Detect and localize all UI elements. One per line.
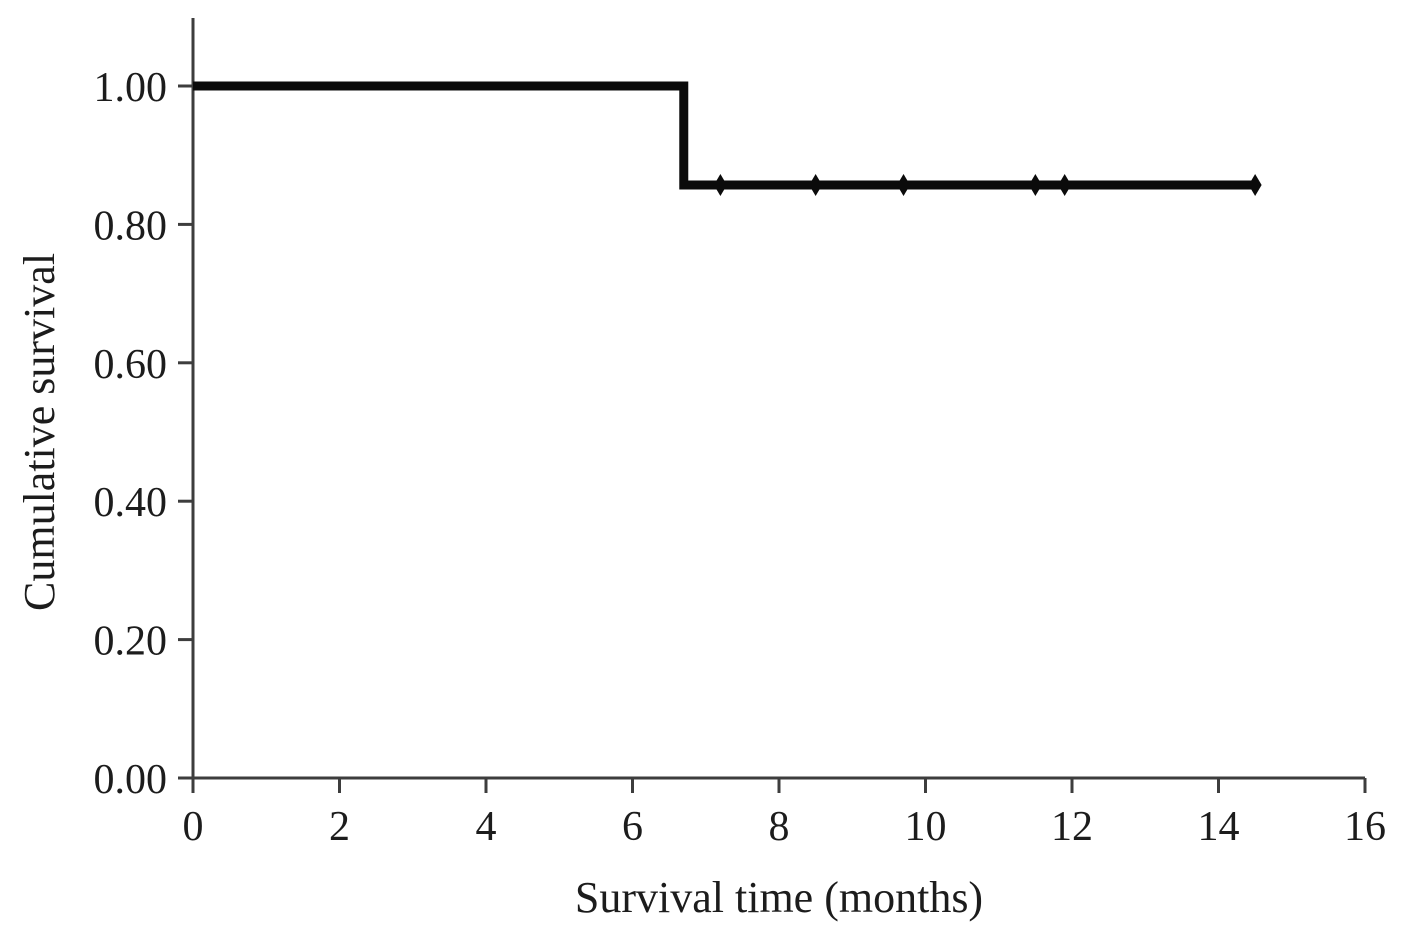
y-tick-label: 0.00 bbox=[94, 757, 168, 803]
censor-mark bbox=[1058, 173, 1072, 196]
y-tick-label: 0.20 bbox=[94, 619, 168, 665]
x-axis-title: Survival time (months) bbox=[574, 873, 984, 922]
x-tick-label: 4 bbox=[476, 804, 497, 850]
survival-step-line bbox=[193, 81, 1256, 190]
x-tick-label: 12 bbox=[1051, 804, 1093, 850]
x-tick-label: 16 bbox=[1344, 804, 1386, 850]
x-tick-label: 14 bbox=[1198, 804, 1240, 850]
censor-mark bbox=[1028, 173, 1042, 196]
x-tick-label: 8 bbox=[769, 804, 790, 850]
censor-mark bbox=[897, 173, 911, 196]
censor-mark bbox=[1248, 173, 1262, 196]
x-tick-label: 10 bbox=[905, 804, 947, 850]
censor-mark bbox=[809, 173, 823, 196]
x-tick-label: 0 bbox=[183, 804, 204, 850]
y-tick-label: 1.00 bbox=[94, 65, 168, 111]
y-tick-label: 0.60 bbox=[94, 342, 168, 388]
x-tick-label: 2 bbox=[329, 804, 350, 850]
x-tick-label: 6 bbox=[622, 804, 643, 850]
censor-mark bbox=[713, 173, 727, 196]
y-tick-label: 0.80 bbox=[94, 203, 168, 249]
y-tick-label: 0.40 bbox=[94, 480, 168, 526]
y-axis-title: Cumulative survival bbox=[15, 252, 64, 612]
